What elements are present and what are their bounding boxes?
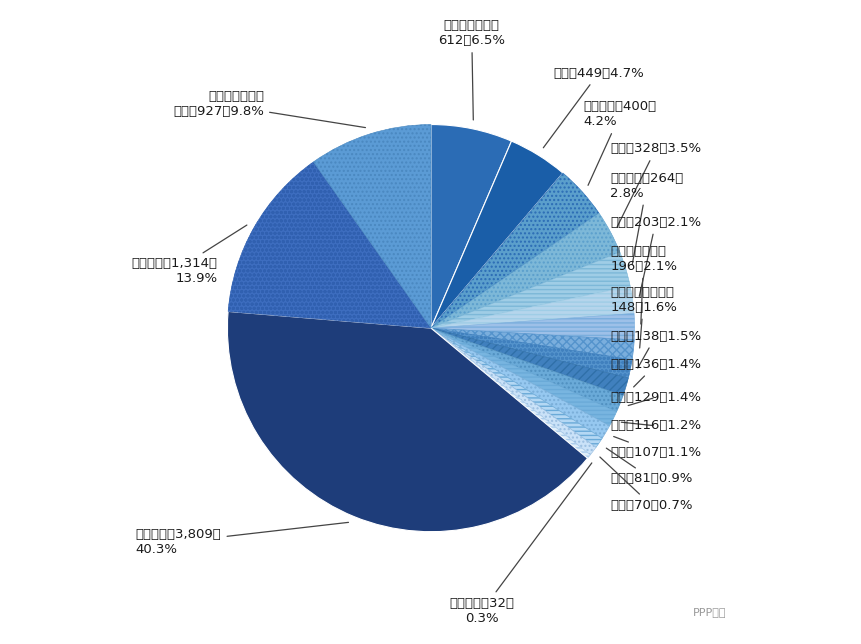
- Text: 城镇综合开发，
612，6.5%: 城镇综合开发， 612，6.5%: [437, 19, 505, 120]
- Text: 政府基础设施，
196，2.1%: 政府基础设施， 196，2.1%: [610, 245, 677, 324]
- Text: 林业，81，0.9%: 林业，81，0.9%: [605, 448, 691, 486]
- Wedge shape: [430, 328, 616, 426]
- Text: 教育，449，4.7%: 教育，449，4.7%: [542, 67, 643, 147]
- Wedge shape: [430, 328, 595, 455]
- Text: 保障性安居工程，
148，1.6%: 保障性安居工程， 148，1.6%: [610, 285, 676, 348]
- Wedge shape: [228, 162, 430, 328]
- Text: 医疗卫生，264，
2.8%: 医疗卫生，264， 2.8%: [610, 171, 683, 265]
- Wedge shape: [430, 328, 634, 360]
- Text: 交通运输，1,314，
13.9%: 交通运输，1,314， 13.9%: [131, 225, 246, 285]
- Wedge shape: [430, 328, 602, 448]
- Wedge shape: [430, 328, 609, 439]
- Text: 体育，116，1.2%: 体育，116，1.2%: [610, 419, 701, 432]
- Text: 旅游，328，3.5%: 旅游，328，3.5%: [610, 142, 701, 227]
- Text: 市政工程，3,809，
40.3%: 市政工程，3,809， 40.3%: [136, 522, 348, 556]
- Wedge shape: [430, 141, 562, 328]
- Wedge shape: [430, 328, 631, 378]
- Wedge shape: [430, 328, 623, 412]
- Text: 能源，129，1.4%: 能源，129，1.4%: [610, 391, 700, 406]
- Wedge shape: [430, 328, 590, 459]
- Text: 水利建设，400，
4.2%: 水利建设，400， 4.2%: [583, 100, 656, 185]
- Text: 其他，138，1.5%: 其他，138，1.5%: [610, 330, 701, 368]
- Text: PPP资讯: PPP资讯: [692, 607, 725, 617]
- Wedge shape: [430, 328, 628, 395]
- Wedge shape: [430, 314, 634, 340]
- Wedge shape: [430, 173, 598, 328]
- Wedge shape: [430, 213, 619, 328]
- Wedge shape: [430, 286, 634, 328]
- Text: 养老，107，1.1%: 养老，107，1.1%: [610, 437, 701, 459]
- Text: 社会保障，32，
0.3%: 社会保障，32， 0.3%: [449, 463, 592, 625]
- Text: 生态建设和环境
保护，927，9.8%: 生态建设和环境 保护，927，9.8%: [173, 90, 365, 128]
- Text: 文化，203，2.1%: 文化，203，2.1%: [610, 216, 701, 296]
- Wedge shape: [430, 252, 629, 328]
- Wedge shape: [430, 124, 511, 328]
- Text: 农业，70，0.7%: 农业，70，0.7%: [599, 457, 692, 512]
- Wedge shape: [227, 312, 587, 532]
- Wedge shape: [313, 124, 430, 328]
- Text: 科技，136，1.4%: 科技，136，1.4%: [610, 358, 700, 387]
